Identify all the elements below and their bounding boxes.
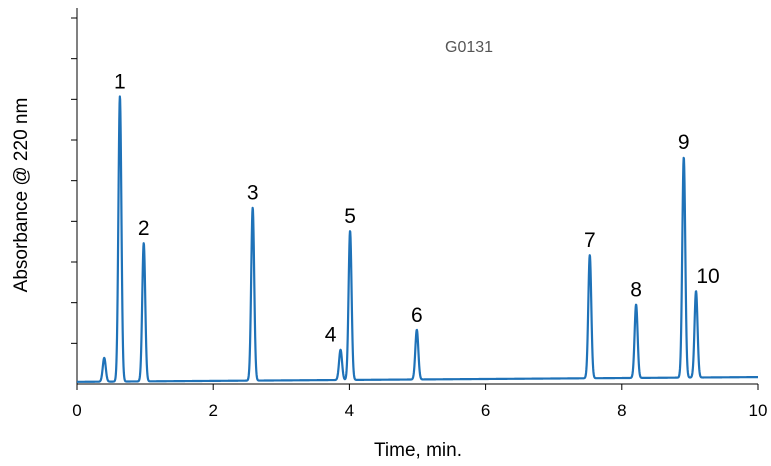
- peak-label: 9: [678, 131, 690, 154]
- peak-label: 10: [696, 265, 719, 288]
- peak-labels: 1 2 3 4 5 6 7 8 9 10: [114, 70, 720, 346]
- peak-label: 8: [630, 278, 642, 301]
- x-tick-label: 6: [481, 401, 490, 420]
- peak-label: 2: [138, 217, 150, 240]
- x-tick-label: 0: [72, 401, 81, 420]
- peak-label: 7: [584, 229, 596, 252]
- peak-label: 4: [325, 324, 337, 347]
- x-tick-labels: 0 2 4 6 8 10: [72, 401, 767, 420]
- ticks: [71, 17, 759, 390]
- y-axis-title: Absorbance @ 220 nm: [11, 98, 32, 293]
- x-tick-label: 2: [208, 401, 217, 420]
- x-tick-label: 4: [345, 401, 354, 420]
- x-tick-label: 10: [749, 401, 768, 420]
- peak-label: 3: [247, 182, 259, 205]
- peak-label: 1: [114, 70, 126, 93]
- peak-label: 6: [411, 304, 423, 327]
- axes: [76, 8, 758, 385]
- x-axis-title: Time, min.: [374, 440, 462, 461]
- sample-id-annotation: G0131: [445, 39, 493, 56]
- chromatogram-trace: [76, 95, 759, 383]
- peak-label: 5: [344, 205, 356, 228]
- x-tick-label: 8: [617, 401, 626, 420]
